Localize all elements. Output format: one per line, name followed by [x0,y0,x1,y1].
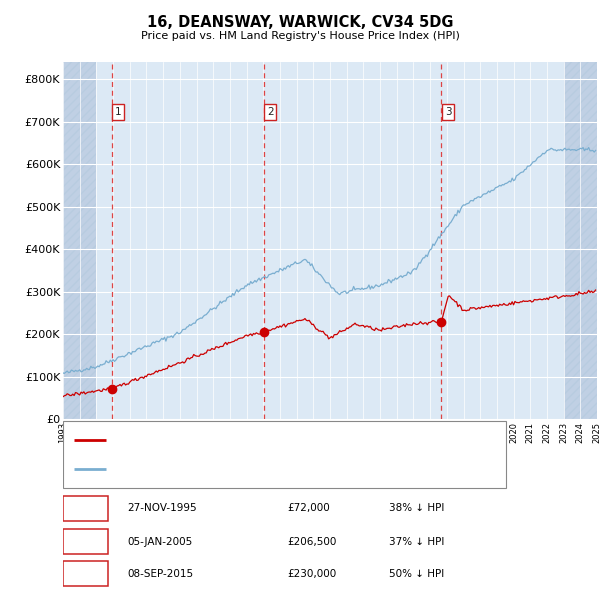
Text: 2: 2 [267,107,274,117]
Bar [63,62,97,419]
Text: 1: 1 [115,107,122,117]
Text: £230,000: £230,000 [287,569,337,579]
FancyBboxPatch shape [63,561,109,586]
Text: 50% ↓ HPI: 50% ↓ HPI [389,569,444,579]
Text: HPI: Average price, detached house, Warwick: HPI: Average price, detached house, Warw… [114,464,335,474]
Text: 38% ↓ HPI: 38% ↓ HPI [389,503,444,513]
Text: £72,000: £72,000 [287,503,330,513]
Text: 2: 2 [82,537,89,547]
Text: 16, DEANSWAY, WARWICK, CV34 5DG: 16, DEANSWAY, WARWICK, CV34 5DG [147,15,453,30]
Text: 37% ↓ HPI: 37% ↓ HPI [389,537,444,547]
FancyBboxPatch shape [63,529,109,555]
Text: 16, DEANSWAY, WARWICK, CV34 5DG (detached house): 16, DEANSWAY, WARWICK, CV34 5DG (detache… [114,435,386,445]
Text: 3: 3 [82,569,89,579]
Text: 05-JAN-2005: 05-JAN-2005 [127,537,193,547]
Bar [563,62,597,419]
Text: 27-NOV-1995: 27-NOV-1995 [127,503,197,513]
Text: 1: 1 [82,503,89,513]
Text: 08-SEP-2015: 08-SEP-2015 [127,569,193,579]
FancyBboxPatch shape [63,421,506,488]
Text: 3: 3 [445,107,451,117]
Text: Price paid vs. HM Land Registry's House Price Index (HPI): Price paid vs. HM Land Registry's House … [140,31,460,41]
Text: £206,500: £206,500 [287,537,337,547]
FancyBboxPatch shape [63,496,109,521]
